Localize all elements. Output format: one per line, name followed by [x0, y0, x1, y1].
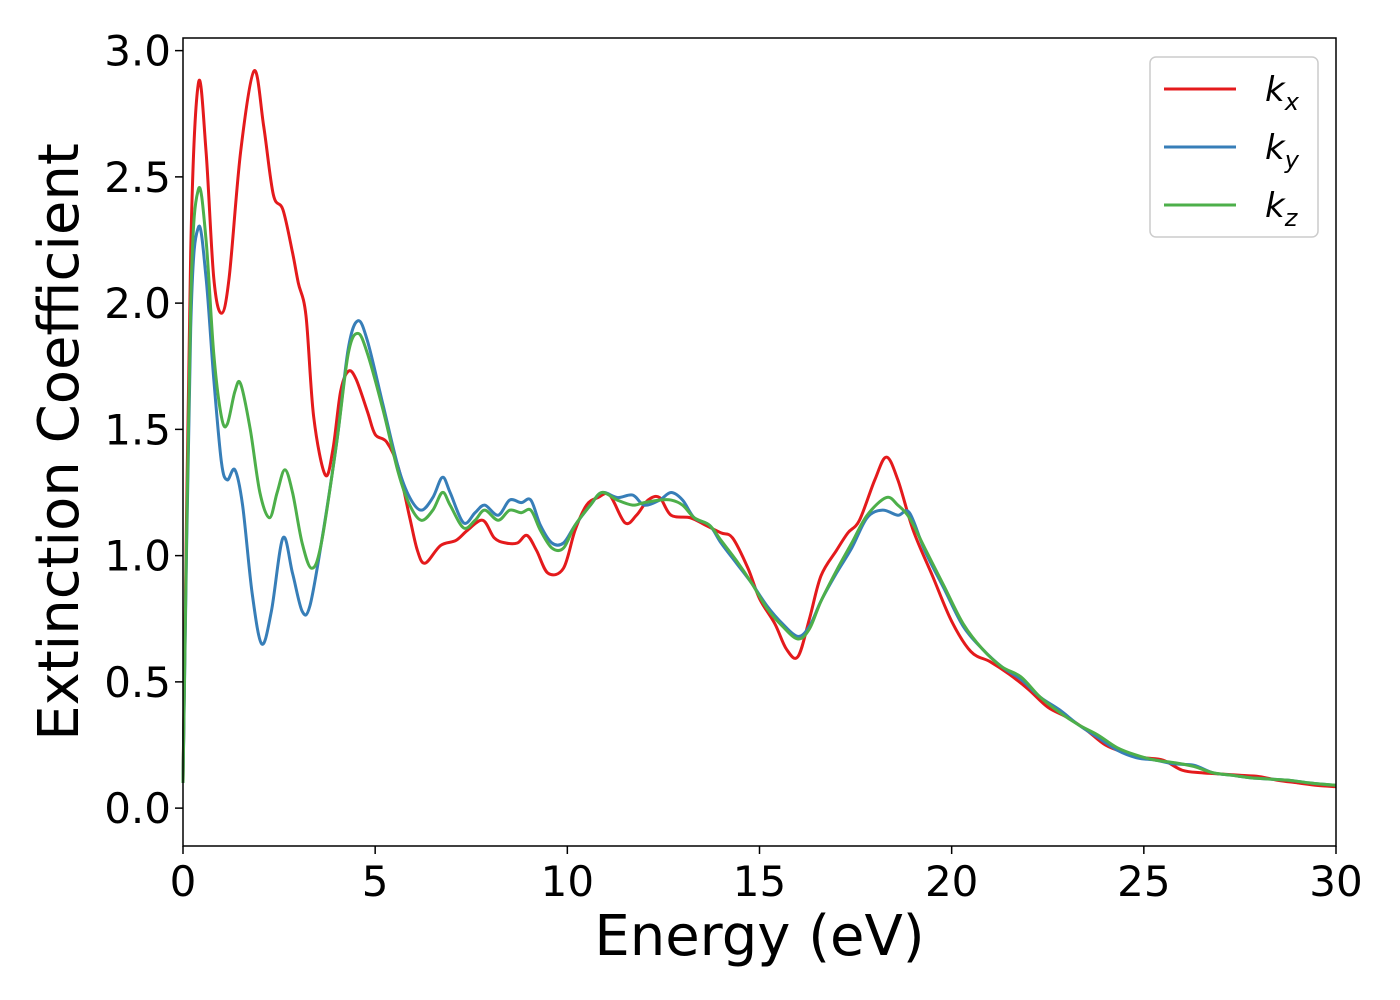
- y-tick-label: 1.0: [104, 532, 171, 581]
- legend-label-kx: kx: [1265, 70, 1300, 116]
- x-axis: 0 5 10 15 20 25 30: [170, 846, 1363, 906]
- y-tick-label: 0.0: [104, 784, 171, 833]
- x-tick-label: 5: [362, 857, 389, 906]
- legend-label-ky: ky: [1265, 128, 1300, 174]
- x-tick-label: 25: [1117, 857, 1170, 906]
- series-line-ky: [181, 224, 1337, 787]
- x-tick-label: 30: [1309, 857, 1362, 906]
- y-axis: 0.0 0.5 1.0 1.5 2.0 2.5 3.0: [104, 27, 183, 833]
- x-tick-label: 15: [733, 857, 786, 906]
- y-tick-label: 0.5: [104, 658, 171, 707]
- legend-label-kz: kz: [1265, 186, 1299, 232]
- legend: kx ky kz: [1149, 56, 1319, 238]
- series-line-kz: [181, 186, 1337, 787]
- series-layer: [181, 69, 1337, 789]
- x-tick-label: 0: [170, 857, 197, 906]
- series-line-kx: [181, 69, 1337, 789]
- y-axis-label: Extinction Coefficient: [27, 143, 92, 741]
- y-tick-label: 2.5: [104, 153, 171, 202]
- x-tick-label: 10: [541, 857, 594, 906]
- y-tick-label: 2.0: [104, 279, 171, 328]
- y-tick-label: 3.0: [104, 27, 171, 76]
- x-tick-label: 20: [925, 857, 978, 906]
- y-tick-label: 1.5: [104, 405, 171, 454]
- x-axis-label: Energy (eV): [594, 904, 924, 969]
